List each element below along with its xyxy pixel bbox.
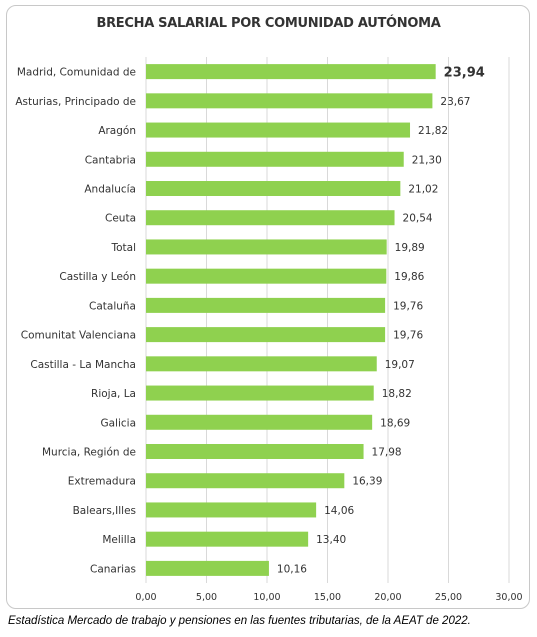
value-label: 19,86 (394, 271, 424, 283)
x-tick-label: 5,00 (196, 592, 217, 603)
x-tick-label: 10,00 (253, 592, 280, 603)
category-label: Murcia, Región de (42, 447, 136, 459)
value-label: 19,07 (385, 359, 415, 371)
category-label: Andalucía (84, 184, 136, 196)
category-label: Castilla y León (59, 271, 136, 283)
x-tick-label: 30,00 (495, 592, 522, 603)
bar (146, 297, 386, 313)
bar (146, 122, 411, 138)
category-label: Comunitat Valenciana (21, 330, 136, 342)
value-label: 21,82 (418, 125, 448, 137)
value-label: 21,02 (408, 184, 438, 196)
value-label: 18,69 (380, 417, 410, 429)
chart-title: BRECHA SALARIAL POR COMUNIDAD AUTÓNOMA (96, 16, 441, 31)
category-label: Canarias (90, 563, 136, 575)
value-label: 10,16 (277, 563, 307, 575)
category-label: Cantabria (85, 154, 136, 166)
value-label: 18,82 (382, 388, 412, 400)
value-label: 23,94 (444, 66, 485, 81)
bar (146, 385, 374, 401)
value-label: 14,06 (324, 505, 354, 517)
value-label: 23,67 (440, 96, 470, 108)
value-label: 19,76 (393, 330, 423, 342)
bar (146, 268, 387, 284)
category-label: Asturias, Principado de (15, 96, 136, 108)
category-label: Ceuta (105, 213, 136, 225)
category-label: Total (110, 242, 136, 254)
bar (146, 473, 345, 489)
bar (146, 327, 386, 343)
x-tick-label: 0,00 (135, 592, 156, 603)
x-tick-label: 20,00 (374, 592, 401, 603)
value-label: 19,89 (395, 242, 425, 254)
category-label: Balears,Illes (73, 505, 136, 517)
category-label: Galicia (100, 417, 136, 429)
bar (146, 531, 309, 547)
value-label: 17,98 (372, 447, 402, 459)
category-label: Madrid, Comunidad de (17, 67, 136, 79)
value-label: 16,39 (352, 476, 382, 488)
bar (146, 560, 269, 576)
bar (146, 239, 387, 255)
bar (146, 356, 377, 372)
bar-chart: 0,00 5,00 10,00 15,00 20,00 25,00 30,00 Madrid,… (15, 57, 523, 603)
category-label: Rioja, La (91, 388, 136, 400)
value-label: 19,76 (393, 300, 423, 312)
value-label: 20,54 (403, 213, 433, 225)
bar (146, 151, 404, 167)
category-label: Aragón (98, 125, 136, 137)
category-label: Extremadura (68, 476, 136, 488)
x-tick-label: 25,00 (435, 592, 462, 603)
bar (146, 181, 401, 196)
bar (146, 93, 433, 109)
category-label: Castilla - La Mancha (30, 359, 136, 371)
bar (146, 444, 364, 459)
bar (146, 64, 436, 80)
bar (146, 210, 395, 226)
category-label: Cataluña (89, 300, 136, 312)
value-label: 21,30 (412, 154, 442, 166)
bar (146, 502, 317, 518)
source-note: Estadística Mercado de trabajo y pension… (8, 615, 471, 627)
category-label: Melilla (102, 534, 136, 546)
value-label: 13,40 (316, 534, 346, 546)
bar (146, 414, 373, 430)
x-tick-label: 15,00 (314, 592, 341, 603)
